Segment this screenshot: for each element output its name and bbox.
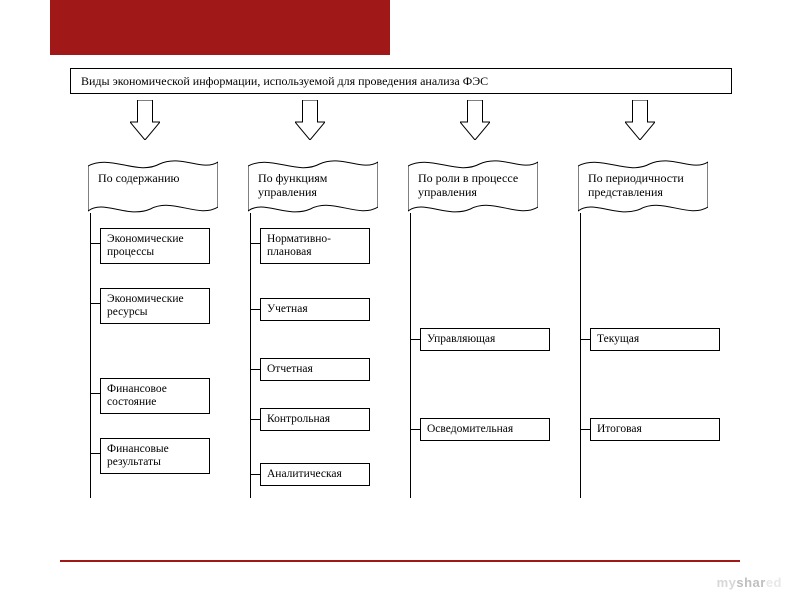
category-flag-label: По функциям управления: [258, 172, 368, 200]
watermark-my: my: [717, 575, 737, 590]
down-arrow-icon: [295, 100, 325, 140]
item-box: Финансовые результаты: [100, 438, 210, 474]
tree-connector: [250, 474, 260, 475]
category-flag-label: По периодичности представления: [588, 172, 698, 200]
down-arrow-icon: [130, 100, 160, 140]
item-box: Итоговая: [590, 418, 720, 441]
item-box: Финансовое состояние: [100, 378, 210, 414]
tree-spine: [410, 213, 411, 498]
tree-connector: [410, 339, 420, 340]
tree-connector: [580, 339, 590, 340]
watermark-ed: ed: [766, 575, 782, 590]
tree-spine: [250, 213, 251, 498]
tree-spine: [580, 213, 581, 498]
tree-spine: [90, 213, 91, 498]
diagram-title: Виды экономической информации, используе…: [70, 68, 732, 94]
category-flag-label: По роли в процессе управления: [418, 172, 528, 200]
tree-connector: [250, 369, 260, 370]
category-flag-col4: По периодичности представления: [578, 158, 708, 213]
item-box: Учетная: [260, 298, 370, 321]
tree-connector: [90, 393, 100, 394]
tree-connector: [580, 429, 590, 430]
tree-connector: [250, 243, 260, 244]
tree-connector: [90, 303, 100, 304]
down-arrow-icon: [625, 100, 655, 140]
tree-connector: [250, 309, 260, 310]
item-box: Управляющая: [420, 328, 550, 351]
footer-rule: [60, 560, 740, 562]
tree-connector: [410, 429, 420, 430]
tree-connector: [90, 453, 100, 454]
header-band: [50, 0, 390, 55]
diagram: Виды экономической информации, используе…: [70, 68, 730, 548]
item-box: Осведомительная: [420, 418, 550, 441]
item-box: Отчетная: [260, 358, 370, 381]
item-box: Аналитическая: [260, 463, 370, 486]
category-flag-col2: По функциям управления: [248, 158, 378, 213]
item-box: Нормативно-плановая: [260, 228, 370, 264]
item-box: Экономические ресурсы: [100, 288, 210, 324]
watermark-shar: shar: [736, 575, 765, 590]
item-box: Текущая: [590, 328, 720, 351]
tree-connector: [90, 243, 100, 244]
category-flag-label: По содержанию: [98, 172, 208, 186]
down-arrow-icon: [460, 100, 490, 140]
item-box: Экономические процессы: [100, 228, 210, 264]
item-box: Контрольная: [260, 408, 370, 431]
tree-connector: [250, 419, 260, 420]
category-flag-col1: По содержанию: [88, 158, 218, 213]
category-flag-col3: По роли в процессе управления: [408, 158, 538, 213]
watermark: myshared: [717, 575, 782, 590]
